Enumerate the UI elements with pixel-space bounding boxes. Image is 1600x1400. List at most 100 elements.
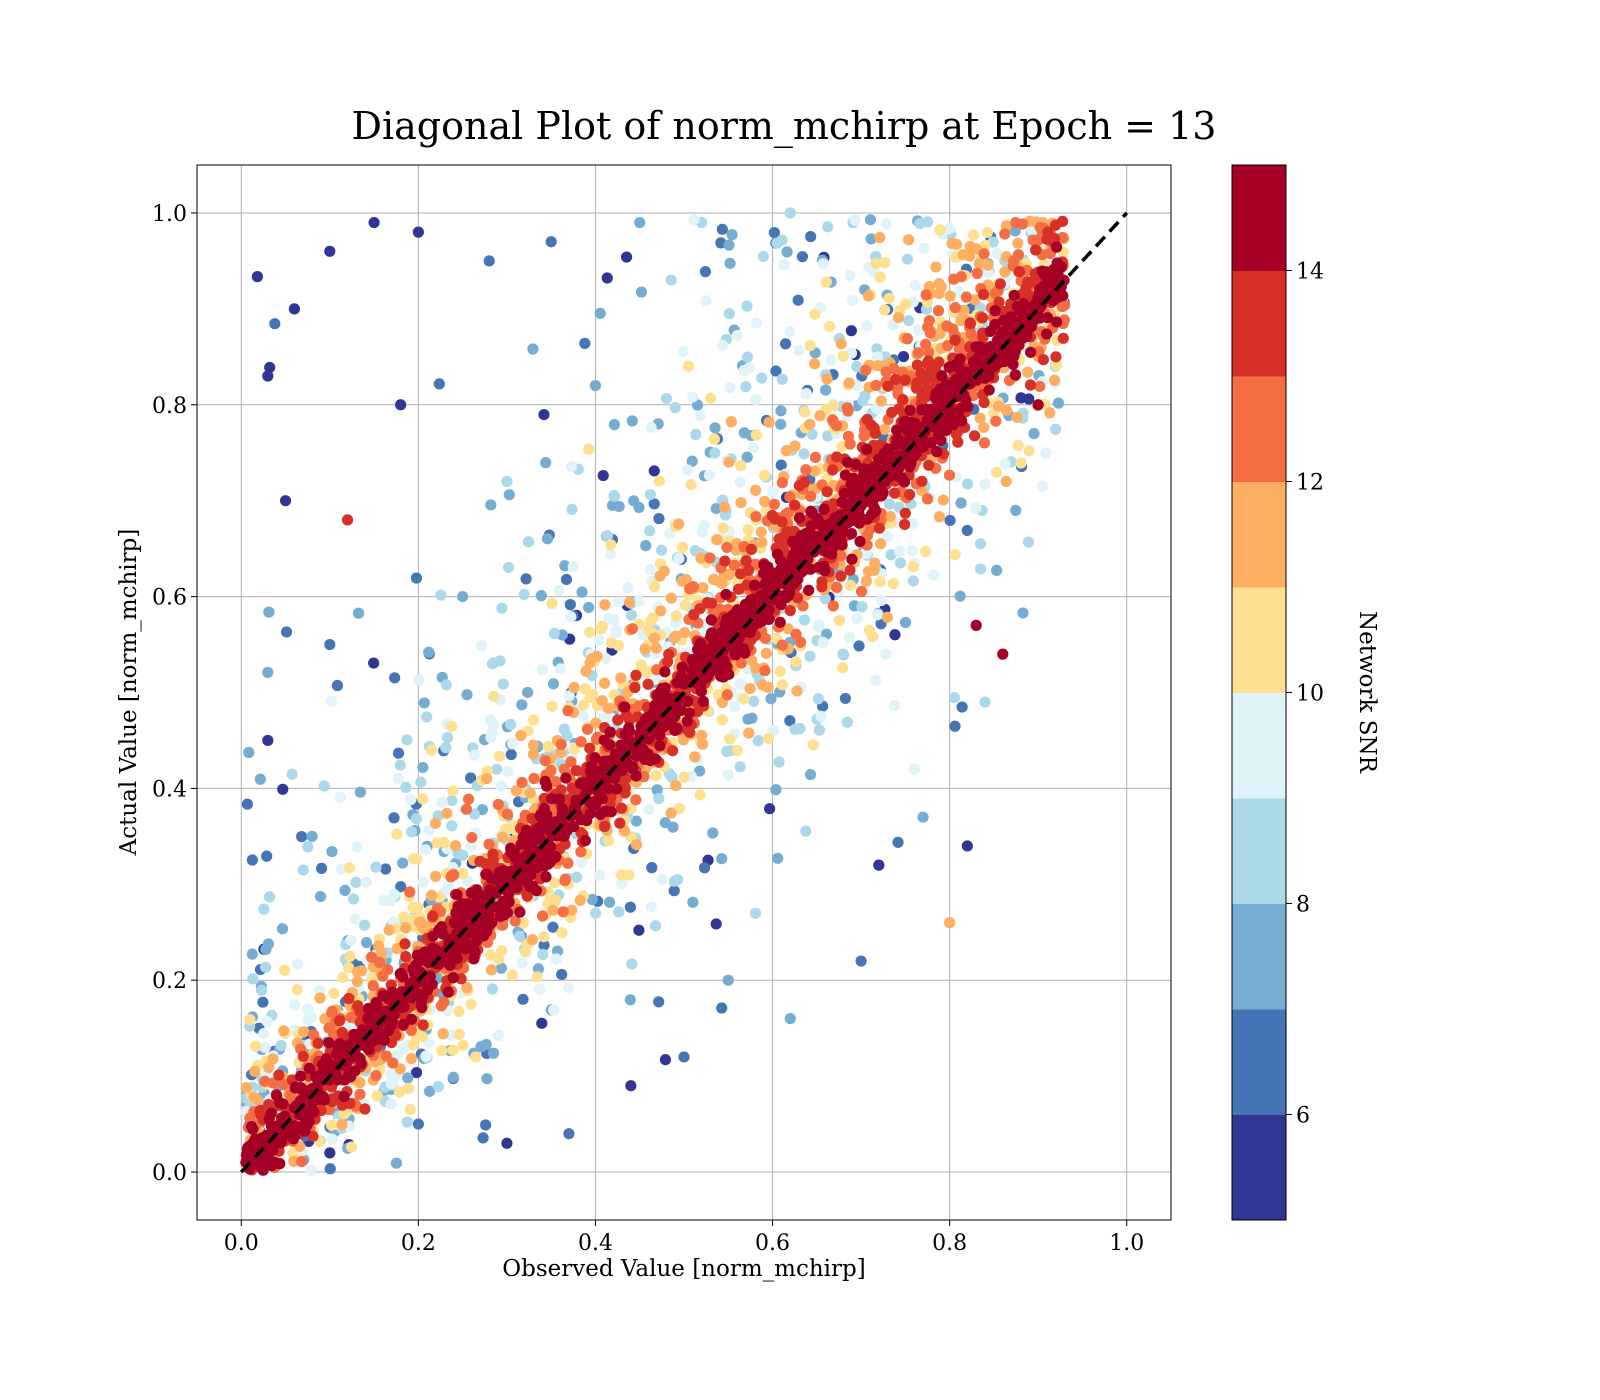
scatter-point bbox=[288, 303, 300, 315]
scatter-point bbox=[435, 589, 447, 601]
colorbar-segment bbox=[1232, 1114, 1286, 1221]
x-tick-label: 0.4 bbox=[578, 1231, 613, 1256]
scatter-point bbox=[350, 876, 362, 888]
scatter-point bbox=[1012, 237, 1024, 249]
scatter-point bbox=[559, 875, 571, 887]
scatter-point bbox=[474, 926, 486, 938]
scatter-point bbox=[326, 845, 338, 858]
scatter-point bbox=[1024, 346, 1037, 358]
scatter-point bbox=[994, 278, 1006, 290]
scatter-point bbox=[324, 638, 336, 651]
scatter-point bbox=[665, 592, 677, 604]
scatter-point bbox=[371, 1090, 383, 1102]
scatter-point bbox=[923, 314, 936, 327]
scatter-point bbox=[899, 616, 912, 629]
scatter-point bbox=[752, 735, 764, 747]
scatter-point bbox=[504, 718, 517, 731]
scatter-point bbox=[744, 626, 756, 639]
scatter-point bbox=[630, 794, 642, 806]
scatter-point bbox=[593, 634, 605, 646]
scatter-point bbox=[794, 636, 807, 648]
scatter-point bbox=[822, 430, 834, 442]
scatter-point bbox=[967, 229, 980, 241]
scatter-point bbox=[933, 432, 945, 444]
scatter-point bbox=[547, 904, 559, 916]
scatter-point bbox=[550, 953, 562, 965]
scatter-point bbox=[871, 351, 884, 363]
scatter-point bbox=[516, 699, 528, 711]
scatter-point bbox=[740, 555, 752, 567]
scatter-point bbox=[833, 614, 846, 626]
scatter-point bbox=[556, 968, 568, 981]
scatter-point bbox=[298, 1026, 310, 1038]
scatter-point bbox=[770, 365, 782, 377]
scatter-point bbox=[659, 1054, 672, 1066]
scatter-point bbox=[748, 600, 761, 613]
scatter-point bbox=[999, 228, 1011, 240]
scatter-point bbox=[626, 415, 638, 427]
scatter-point bbox=[470, 1051, 482, 1063]
scatter-point bbox=[527, 714, 540, 726]
scatter-point bbox=[813, 724, 825, 736]
scatter-point bbox=[339, 884, 351, 897]
scatter-point bbox=[821, 486, 833, 498]
scatter-point bbox=[974, 563, 987, 575]
scatter-point bbox=[429, 870, 442, 882]
scatter-point bbox=[847, 472, 859, 484]
scatter-point bbox=[837, 350, 849, 362]
scatter-point bbox=[983, 370, 995, 382]
scatter-point bbox=[678, 1051, 690, 1063]
scatter-point bbox=[524, 787, 536, 799]
scatter-point bbox=[791, 592, 804, 604]
scatter-point bbox=[741, 351, 754, 363]
scatter-point bbox=[338, 1090, 350, 1103]
scatter-point bbox=[385, 1078, 397, 1090]
scatter-point bbox=[619, 701, 631, 713]
scatter-point bbox=[447, 1071, 459, 1083]
scatter-point bbox=[992, 349, 1005, 361]
scatter-point bbox=[735, 657, 747, 669]
scatter-point bbox=[873, 859, 885, 871]
scatter-point bbox=[1040, 328, 1053, 340]
scatter-point bbox=[854, 535, 866, 548]
scatter-point bbox=[855, 585, 868, 598]
scatter-point bbox=[1039, 269, 1051, 281]
scatter-point bbox=[1048, 374, 1061, 386]
scatter-point bbox=[717, 339, 729, 351]
scatter-point bbox=[816, 576, 828, 588]
scatter-point bbox=[1030, 244, 1042, 256]
scatter-point bbox=[392, 747, 405, 759]
scatter-point bbox=[809, 308, 821, 320]
scatter-point bbox=[765, 693, 777, 705]
scatter-point bbox=[402, 1072, 414, 1084]
scatter-point bbox=[955, 497, 967, 509]
scatter-point bbox=[410, 1066, 423, 1079]
scatter-point bbox=[839, 692, 852, 705]
scatter-point bbox=[358, 919, 371, 931]
scatter-point bbox=[484, 949, 497, 961]
scatter-point bbox=[853, 640, 865, 652]
scatter-point bbox=[1056, 300, 1068, 313]
scatter-point bbox=[902, 315, 915, 327]
scatter-point bbox=[493, 1029, 505, 1041]
scatter-point bbox=[897, 350, 910, 363]
scatter-point bbox=[800, 388, 812, 400]
scatter-point bbox=[870, 258, 882, 270]
scatter-point bbox=[845, 528, 858, 540]
scatter-point bbox=[820, 276, 832, 288]
scatter-point bbox=[775, 405, 787, 417]
scatter-point bbox=[948, 692, 961, 704]
colorbar-segment bbox=[1232, 481, 1286, 588]
scatter-point bbox=[1011, 338, 1023, 351]
scatter-point bbox=[278, 1078, 290, 1091]
scatter-point bbox=[835, 570, 847, 582]
scatter-point bbox=[843, 377, 855, 389]
colorbar-segment bbox=[1232, 376, 1286, 482]
scatter-point bbox=[921, 357, 933, 370]
scatter-point bbox=[598, 677, 611, 689]
scatter-point bbox=[539, 755, 551, 767]
colorbar-segment bbox=[1232, 903, 1286, 1010]
scatter-point bbox=[603, 835, 615, 847]
scatter-point bbox=[855, 512, 867, 524]
